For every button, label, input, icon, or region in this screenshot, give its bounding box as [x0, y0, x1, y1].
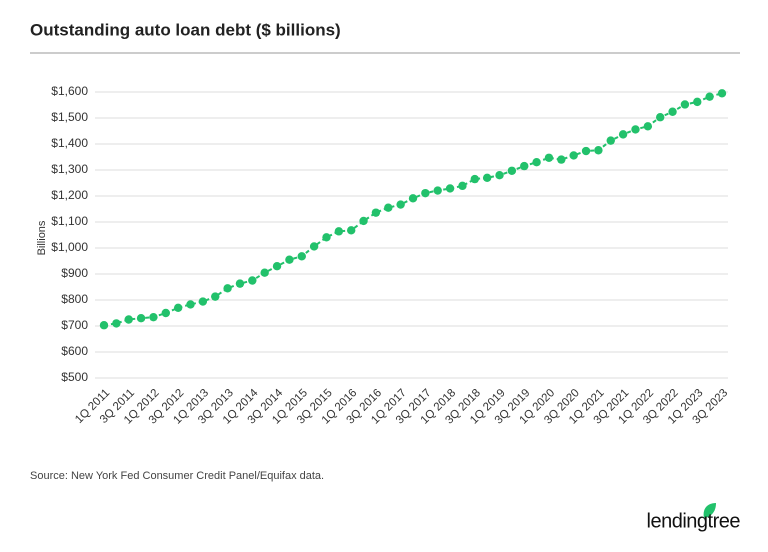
y-tick-label: $800	[61, 292, 88, 306]
point	[470, 174, 479, 184]
point	[606, 136, 615, 145]
y-tick-label: $1,100	[51, 214, 88, 228]
point	[717, 89, 727, 98]
y-tick-label: $700	[61, 318, 88, 332]
point	[124, 315, 133, 324]
point	[161, 308, 170, 318]
point	[680, 100, 690, 109]
point	[433, 186, 442, 195]
y-tick-label: $1,400	[51, 136, 88, 150]
point	[235, 279, 245, 288]
point	[643, 122, 653, 131]
point	[445, 184, 455, 193]
point	[656, 113, 665, 122]
y-tick-label: $500	[61, 370, 88, 384]
point	[396, 200, 405, 209]
point	[581, 146, 591, 156]
point	[272, 262, 282, 271]
point	[618, 130, 628, 139]
point	[569, 151, 578, 160]
point	[371, 208, 381, 217]
y-tick-label: $1,500	[51, 110, 88, 124]
point	[532, 158, 541, 167]
point	[668, 107, 677, 116]
point	[297, 252, 306, 261]
point	[557, 155, 566, 164]
point	[458, 181, 467, 191]
point	[260, 268, 269, 277]
point	[544, 153, 554, 162]
y-tick-label: $1,600	[51, 84, 88, 98]
logo: lendingtree	[647, 510, 741, 532]
point	[482, 173, 492, 182]
point	[198, 297, 208, 306]
point	[693, 97, 702, 107]
source-note: Source: New York Fed Consumer Credit Pan…	[30, 470, 324, 482]
point	[136, 314, 146, 323]
point	[507, 166, 517, 175]
point	[149, 312, 158, 322]
point	[359, 216, 368, 226]
point	[384, 203, 393, 212]
line	[103, 92, 723, 327]
logo-leaf	[703, 503, 716, 518]
point	[248, 276, 257, 285]
point	[112, 319, 121, 328]
point	[223, 284, 232, 293]
point	[421, 188, 430, 198]
point	[705, 92, 714, 101]
y-tick-label: $1,200	[51, 188, 88, 202]
y-tick-label: $900	[61, 266, 88, 280]
point	[408, 194, 418, 203]
point	[520, 161, 529, 171]
point	[322, 233, 331, 242]
y-tick-label: $1,300	[51, 162, 88, 176]
point	[211, 292, 220, 301]
y-tick-label: $600	[61, 344, 88, 358]
point	[186, 300, 195, 309]
y-tick-label: $1,000	[51, 240, 88, 254]
point	[173, 303, 183, 312]
chart-title: Outstanding auto loan debt ($ billions)	[30, 20, 341, 39]
point	[594, 146, 603, 155]
point	[495, 171, 504, 180]
point	[285, 255, 294, 264]
logo-icon	[703, 503, 716, 518]
y-axis-label: Billions	[36, 220, 48, 255]
point	[347, 226, 356, 235]
point	[99, 321, 109, 330]
point	[309, 242, 319, 251]
point	[631, 125, 640, 134]
point	[334, 227, 344, 236]
